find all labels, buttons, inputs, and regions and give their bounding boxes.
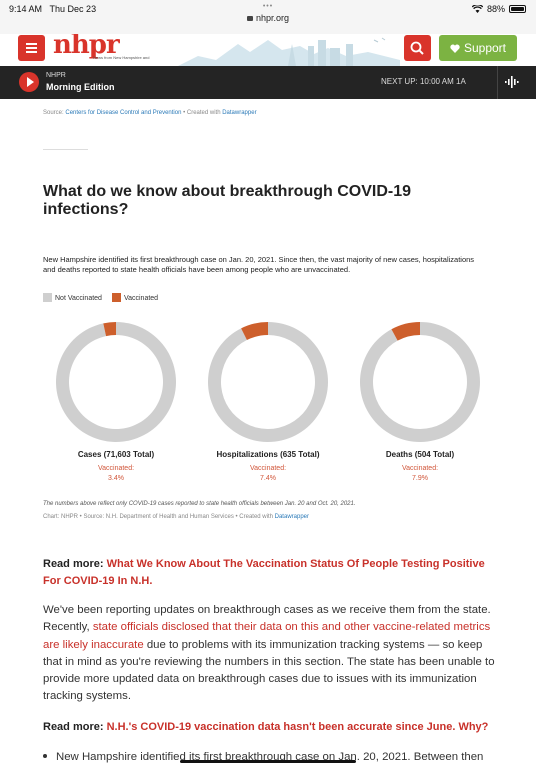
search-icon <box>410 41 424 55</box>
donut-title: Hospitalizations (635 Total) <box>217 450 320 459</box>
menu-button[interactable] <box>18 35 45 61</box>
legend-item-not-vaccinated: Not Vaccinated <box>43 293 102 302</box>
station-name: NHPR <box>46 72 66 79</box>
chart-description: New Hampshire identified its first break… <box>43 255 475 274</box>
slice-vaccinated[interactable] <box>241 322 268 340</box>
body-paragraph: We've been reporting updates on breakthr… <box>43 602 495 706</box>
source-suffix: • Created with <box>181 110 223 116</box>
read-more-label: Read more: <box>43 558 104 570</box>
donut-title: Deaths (504 Total) <box>386 450 455 459</box>
program-name: Morning Edition <box>46 82 115 92</box>
legend-swatch <box>111 293 121 302</box>
chart-datawrapper-link[interactable]: Datawrapper <box>274 514 309 520</box>
read-more-label: Read more: <box>43 721 104 733</box>
chart-credit: Chart: NHPR • Source: N.H. Department of… <box>43 514 309 520</box>
slice-vaccinated[interactable] <box>103 322 116 337</box>
source-prefix: Source: <box>43 110 66 116</box>
play-button[interactable] <box>19 72 39 92</box>
status-clock: 9:14 AM <box>9 4 43 14</box>
section-divider <box>43 149 88 150</box>
vaccinated-label: Vaccinated: <box>250 465 286 472</box>
legend-label: Vaccinated <box>123 295 159 302</box>
legend-item-vaccinated: Vaccinated <box>111 293 159 302</box>
para-text-1: We've been reporting updates on breakthr… <box>43 604 491 634</box>
status-time: 9:14 AM Thu Dec 23 <box>9 4 96 14</box>
chart-credit-text: Chart: NHPR • Source: N.H. Department of… <box>43 514 275 520</box>
multitask-dots-icon[interactable]: ••• <box>262 3 274 10</box>
donut-charts: Cases (71,603 Total) Vaccinated: 3.4% Hospi… <box>56 322 481 482</box>
url-text: nhpr.org <box>255 13 290 23</box>
bullet-text: New Hampshire identified its first break… <box>56 751 484 763</box>
heart-icon <box>450 44 460 53</box>
audio-waveform-icon[interactable] <box>504 75 520 89</box>
list-item: New Hampshire identified its first break… <box>43 751 495 763</box>
slice-not-vaccinated[interactable] <box>56 322 176 442</box>
site-header: nhpr News from New Hampshire and Support <box>0 34 536 66</box>
site-tagline: News from New Hampshire and <box>93 55 150 60</box>
vaccinated-value: 7.4% <box>260 475 276 482</box>
site-logo[interactable]: nhpr <box>53 34 120 60</box>
live-player-bar: NHPR Morning Edition NEXT UP: 10:00 AM 1… <box>0 66 536 99</box>
vaccinated-label: Vaccinated: <box>98 465 134 472</box>
status-date: Thu Dec 23 <box>49 4 97 14</box>
read-more-1: Read more: What We Know About The Vaccin… <box>43 556 493 590</box>
status-bar: 9:14 AM Thu Dec 23 ••• nhpr.org 88% <box>0 0 536 34</box>
battery-percent: 88% <box>486 4 505 14</box>
chart-legend: Not Vaccinated Vaccinated <box>43 293 158 302</box>
next-up-text: NEXT UP: 10:00 AM 1A <box>381 77 466 86</box>
chart-note: The numbers above reflect only COVID-19 … <box>43 501 356 507</box>
state-officials-link[interactable]: state officials disclosed that their dat… <box>43 621 491 651</box>
datawrapper-link[interactable]: Datawrapper <box>222 110 257 116</box>
lock-icon <box>246 16 253 21</box>
section-headline: What do we know about breakthrough COVID… <box>43 183 412 218</box>
read-more-link-1[interactable]: What We Know About The Vaccination Statu… <box>43 558 485 587</box>
vaccinated-value: 3.4% <box>108 475 124 482</box>
slice-not-vaccinated[interactable] <box>207 322 328 442</box>
vaccinated-value: 7.9% <box>412 475 428 482</box>
read-more-2: Read more: N.H.'s COVID-19 vaccination d… <box>43 719 493 736</box>
status-indicators: 88% <box>471 4 526 14</box>
read-more-link-2[interactable]: N.H.'s COVID-19 vaccination data hasn't … <box>106 721 489 733</box>
vaccinated-label: Vaccinated: <box>402 465 438 472</box>
map-source-line: Source: Centers for Disease Control and … <box>43 110 257 116</box>
donut-title: Cases (71,603 Total) <box>78 450 155 459</box>
source-link[interactable]: Centers for Disease Control and Preventi… <box>65 110 182 116</box>
wifi-icon <box>471 5 483 13</box>
home-indicator[interactable] <box>180 760 356 763</box>
slice-vaccinated[interactable] <box>391 322 420 341</box>
skyline-illustration <box>178 37 400 66</box>
para-text-2: due to problems with its immunization tr… <box>43 638 495 703</box>
bullet-icon <box>43 754 47 758</box>
battery-icon <box>509 5 526 13</box>
slice-not-vaccinated[interactable] <box>360 322 481 442</box>
legend-swatch <box>43 293 52 302</box>
support-label: Support <box>463 41 507 55</box>
divider <box>497 66 498 99</box>
address-bar[interactable]: nhpr.org <box>0 13 536 23</box>
legend-label: Not Vaccinated <box>55 295 102 302</box>
search-button[interactable] <box>404 35 431 61</box>
support-button[interactable]: Support <box>439 35 517 61</box>
